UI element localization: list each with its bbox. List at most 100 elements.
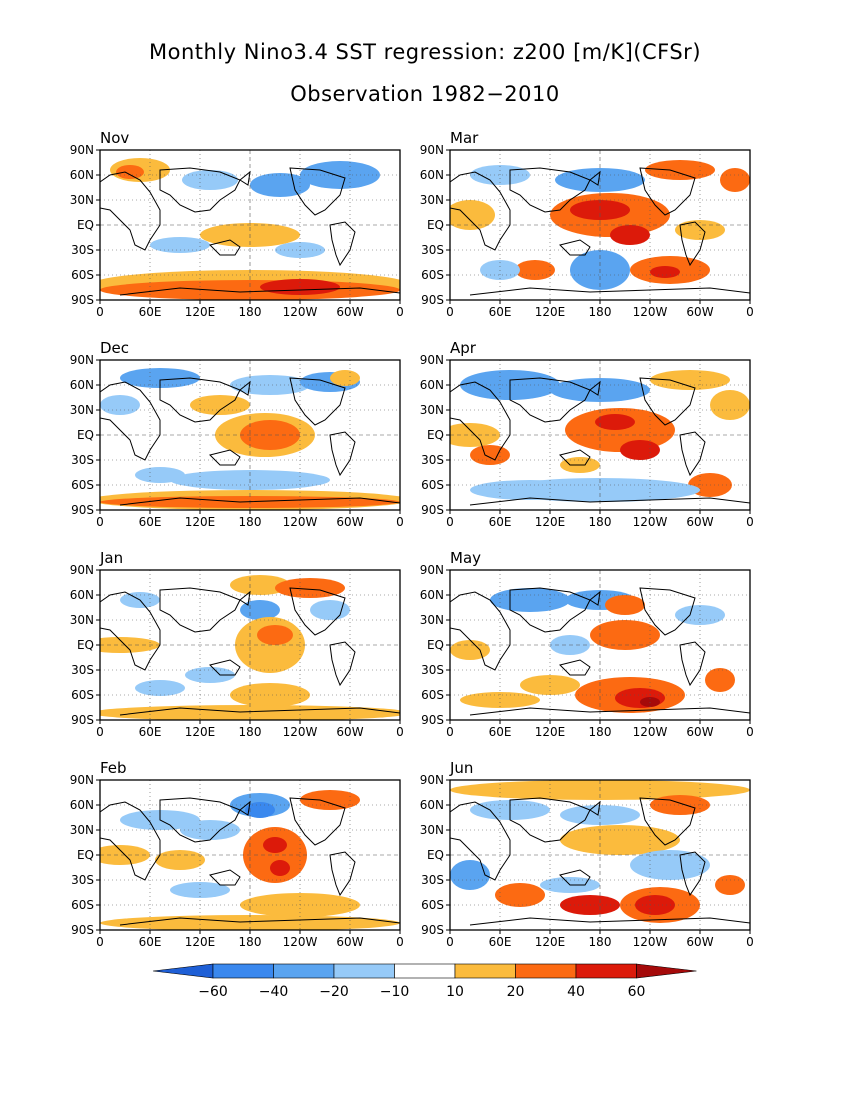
lon-tick-label: 0 <box>746 935 754 949</box>
anomaly-blob <box>250 173 310 197</box>
coastline <box>289 377 346 426</box>
coastline <box>119 497 400 506</box>
shaded-field <box>100 360 400 510</box>
coastline <box>509 377 591 423</box>
anomaly-blob <box>275 578 345 598</box>
coastline <box>119 287 400 296</box>
coastline <box>639 797 696 846</box>
lat-tick-label: 90N <box>420 773 444 787</box>
anomaly-blob <box>257 625 293 645</box>
coastline <box>639 167 696 216</box>
lat-tick-label: 90S <box>71 293 94 307</box>
colorbar-label: −40 <box>259 984 289 1000</box>
anomaly-blob <box>150 237 210 253</box>
coastline <box>159 797 241 843</box>
lon-tick-label: 120W <box>283 305 318 319</box>
lat-tick-label: 90S <box>421 923 444 937</box>
lat-tick-label: 60S <box>71 898 94 912</box>
coastline <box>209 239 241 256</box>
coastline <box>209 449 241 466</box>
anomaly-blob <box>120 368 200 388</box>
lat-tick-label: 60S <box>421 478 444 492</box>
lon-tick-label: 120W <box>283 935 318 949</box>
lon-tick-label: 60W <box>686 935 713 949</box>
colorbar-segment <box>575 963 637 979</box>
colorbar-label: 10 <box>446 984 464 1000</box>
coastline <box>559 659 591 676</box>
anomaly-blob <box>650 266 680 278</box>
colorbar-label: 40 <box>567 984 585 1000</box>
lat-tick-label: 90N <box>70 773 94 787</box>
lat-tick-label: 30N <box>70 193 94 207</box>
lon-tick-label: 120E <box>535 725 566 739</box>
lon-tick-label: 120W <box>633 305 668 319</box>
colorbar-label: 60 <box>628 984 646 1000</box>
anomaly-blob <box>263 837 287 853</box>
coastline <box>119 707 400 716</box>
lon-tick-label: 120E <box>185 515 216 529</box>
anomaly-blob <box>595 414 635 430</box>
anomaly-blob <box>495 883 545 907</box>
lat-tick-label: 60N <box>70 798 94 812</box>
panel-label: Dec <box>100 339 129 357</box>
lat-tick-label: 60N <box>420 168 444 182</box>
lon-tick-label: 0 <box>396 305 404 319</box>
lon-tick-label: 180 <box>589 725 612 739</box>
panel-label: Nov <box>100 129 129 147</box>
lat-tick-label: 60N <box>70 378 94 392</box>
coastline <box>589 380 601 396</box>
lon-tick-label: 0 <box>446 725 454 739</box>
anomaly-blob <box>116 165 144 179</box>
anomaly-blob <box>135 680 185 696</box>
coastline <box>239 380 251 396</box>
lon-tick-label: 60E <box>489 515 512 529</box>
coastline <box>289 167 346 216</box>
anomaly-blob <box>720 168 750 192</box>
lat-tick-label: 30N <box>70 613 94 627</box>
lon-tick-label: 120W <box>633 515 668 529</box>
anomaly-blob <box>605 595 645 615</box>
lon-tick-label: 180 <box>589 515 612 529</box>
lon-tick-label: 120W <box>283 515 318 529</box>
lon-tick-label: 180 <box>239 515 262 529</box>
coastline <box>559 239 591 256</box>
lat-tick-label: 30S <box>421 663 444 677</box>
colorbar-segment <box>333 963 395 979</box>
lon-tick-label: 0 <box>446 935 454 949</box>
anomaly-blob <box>230 683 310 707</box>
anomaly-blob <box>620 440 660 460</box>
coastline <box>559 869 591 886</box>
lon-tick-label: 120W <box>283 725 318 739</box>
anomaly-blob <box>180 820 240 840</box>
lon-tick-label: 60E <box>139 935 162 949</box>
coastline <box>679 851 706 897</box>
coastline <box>159 587 241 633</box>
lat-tick-label: EQ <box>77 428 94 442</box>
coastline <box>119 917 400 926</box>
lon-tick-label: 120W <box>633 725 668 739</box>
anomaly-blob <box>470 480 590 500</box>
anomaly-blob <box>460 692 540 708</box>
lat-tick-label: 30N <box>420 823 444 837</box>
coastline <box>639 587 696 636</box>
lat-tick-label: 90N <box>70 353 94 367</box>
anomaly-blob <box>245 802 275 818</box>
coastline <box>289 797 346 846</box>
panel-label: Feb <box>100 759 127 777</box>
lon-tick-label: 120W <box>633 935 668 949</box>
coastline <box>679 221 706 267</box>
coastline <box>589 170 601 186</box>
shaded-field <box>450 780 750 930</box>
lon-tick-label: 0 <box>746 515 754 529</box>
colorbar-low-extend <box>152 963 214 979</box>
lat-tick-label: 90S <box>421 503 444 517</box>
panel-label: Mar <box>450 129 479 147</box>
coastline <box>159 167 241 213</box>
lat-tick-label: 60S <box>421 268 444 282</box>
lon-tick-label: 60E <box>489 935 512 949</box>
lon-tick-label: 0 <box>746 305 754 319</box>
